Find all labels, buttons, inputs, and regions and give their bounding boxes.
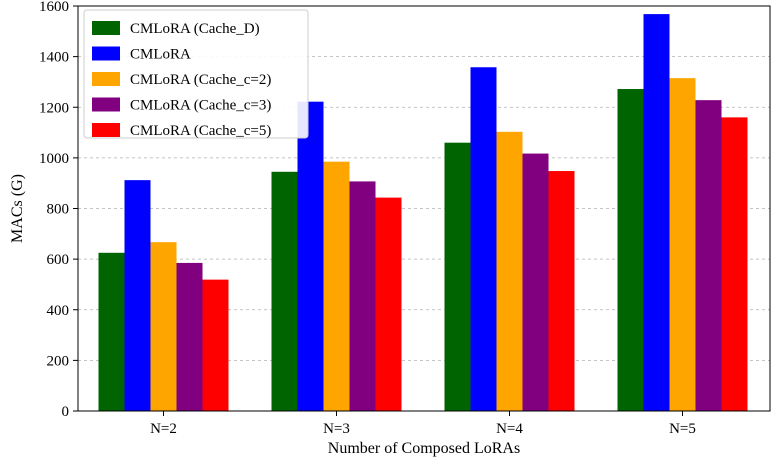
- x-tick-label: N=2: [150, 421, 177, 437]
- legend-swatch: [92, 72, 120, 86]
- bar-4-n2: [176, 262, 203, 411]
- bar-1-n5: [617, 89, 644, 412]
- bar-4-n3: [349, 181, 376, 411]
- y-axis-label: MACs (G): [9, 174, 26, 243]
- bar-4-n5: [695, 100, 722, 411]
- bar-5-n5: [721, 117, 748, 411]
- legend-box: [83, 9, 309, 139]
- legend-swatch: [92, 97, 120, 112]
- legend-label: CMLoRA (Cache_c=2): [130, 72, 271, 88]
- legend-label: CMLoRA (Cache_c=5): [130, 123, 271, 139]
- bar-1-n4: [444, 142, 471, 411]
- y-axis-ticks: 0 200 400 600 800 1000 1200 1400 1600: [39, 0, 78, 420]
- y-tick-label: 400: [47, 303, 70, 319]
- legend-label: CMLoRA: [130, 47, 191, 63]
- x-tick-label: N=4: [496, 421, 523, 437]
- legend: CMLoRA (Cache_D) CMLoRA CMLoRA (Cache_c=2)…: [83, 9, 309, 139]
- legend-label: CMLoRA (Cache_c=3): [130, 98, 271, 114]
- bar-2-n3: [297, 101, 324, 412]
- bars: [98, 14, 748, 412]
- y-tick-label: 1400: [39, 50, 69, 66]
- bar-1-n2: [98, 252, 125, 411]
- legend-swatch: [92, 46, 120, 61]
- legend-swatch: [92, 123, 120, 137]
- bar-5-n2: [202, 279, 229, 411]
- legend-swatch: [92, 21, 120, 35]
- y-tick-label: 1000: [39, 151, 69, 167]
- x-tick-label: N=3: [323, 421, 350, 437]
- bar-2-n4: [470, 67, 497, 411]
- y-tick-label: 800: [47, 202, 70, 218]
- y-tick-label: 0: [62, 404, 70, 420]
- bar-3-n3: [323, 161, 350, 411]
- legend-label: CMLoRA (Cache_D): [130, 21, 260, 37]
- bar-2-n2: [124, 180, 151, 411]
- bar-2-n5: [643, 14, 670, 411]
- bar-5-n3: [375, 197, 402, 411]
- bar-5-n4: [548, 171, 575, 411]
- y-tick-label: 600: [47, 252, 70, 268]
- bar-3-n2: [150, 242, 177, 411]
- bar-1-n3: [271, 171, 298, 411]
- x-axis-label: Number of Composed LoRAs: [328, 440, 520, 457]
- bar-3-n4: [496, 131, 523, 411]
- bar-3-n5: [669, 78, 696, 411]
- y-tick-label: 200: [47, 353, 70, 369]
- x-tick-label: N=5: [669, 421, 696, 437]
- x-axis-ticks: N=2 N=3 N=4 N=5: [150, 411, 696, 437]
- y-tick-label: 1200: [39, 100, 69, 116]
- bar-4-n4: [522, 153, 549, 411]
- y-tick-label: 1600: [39, 0, 69, 15]
